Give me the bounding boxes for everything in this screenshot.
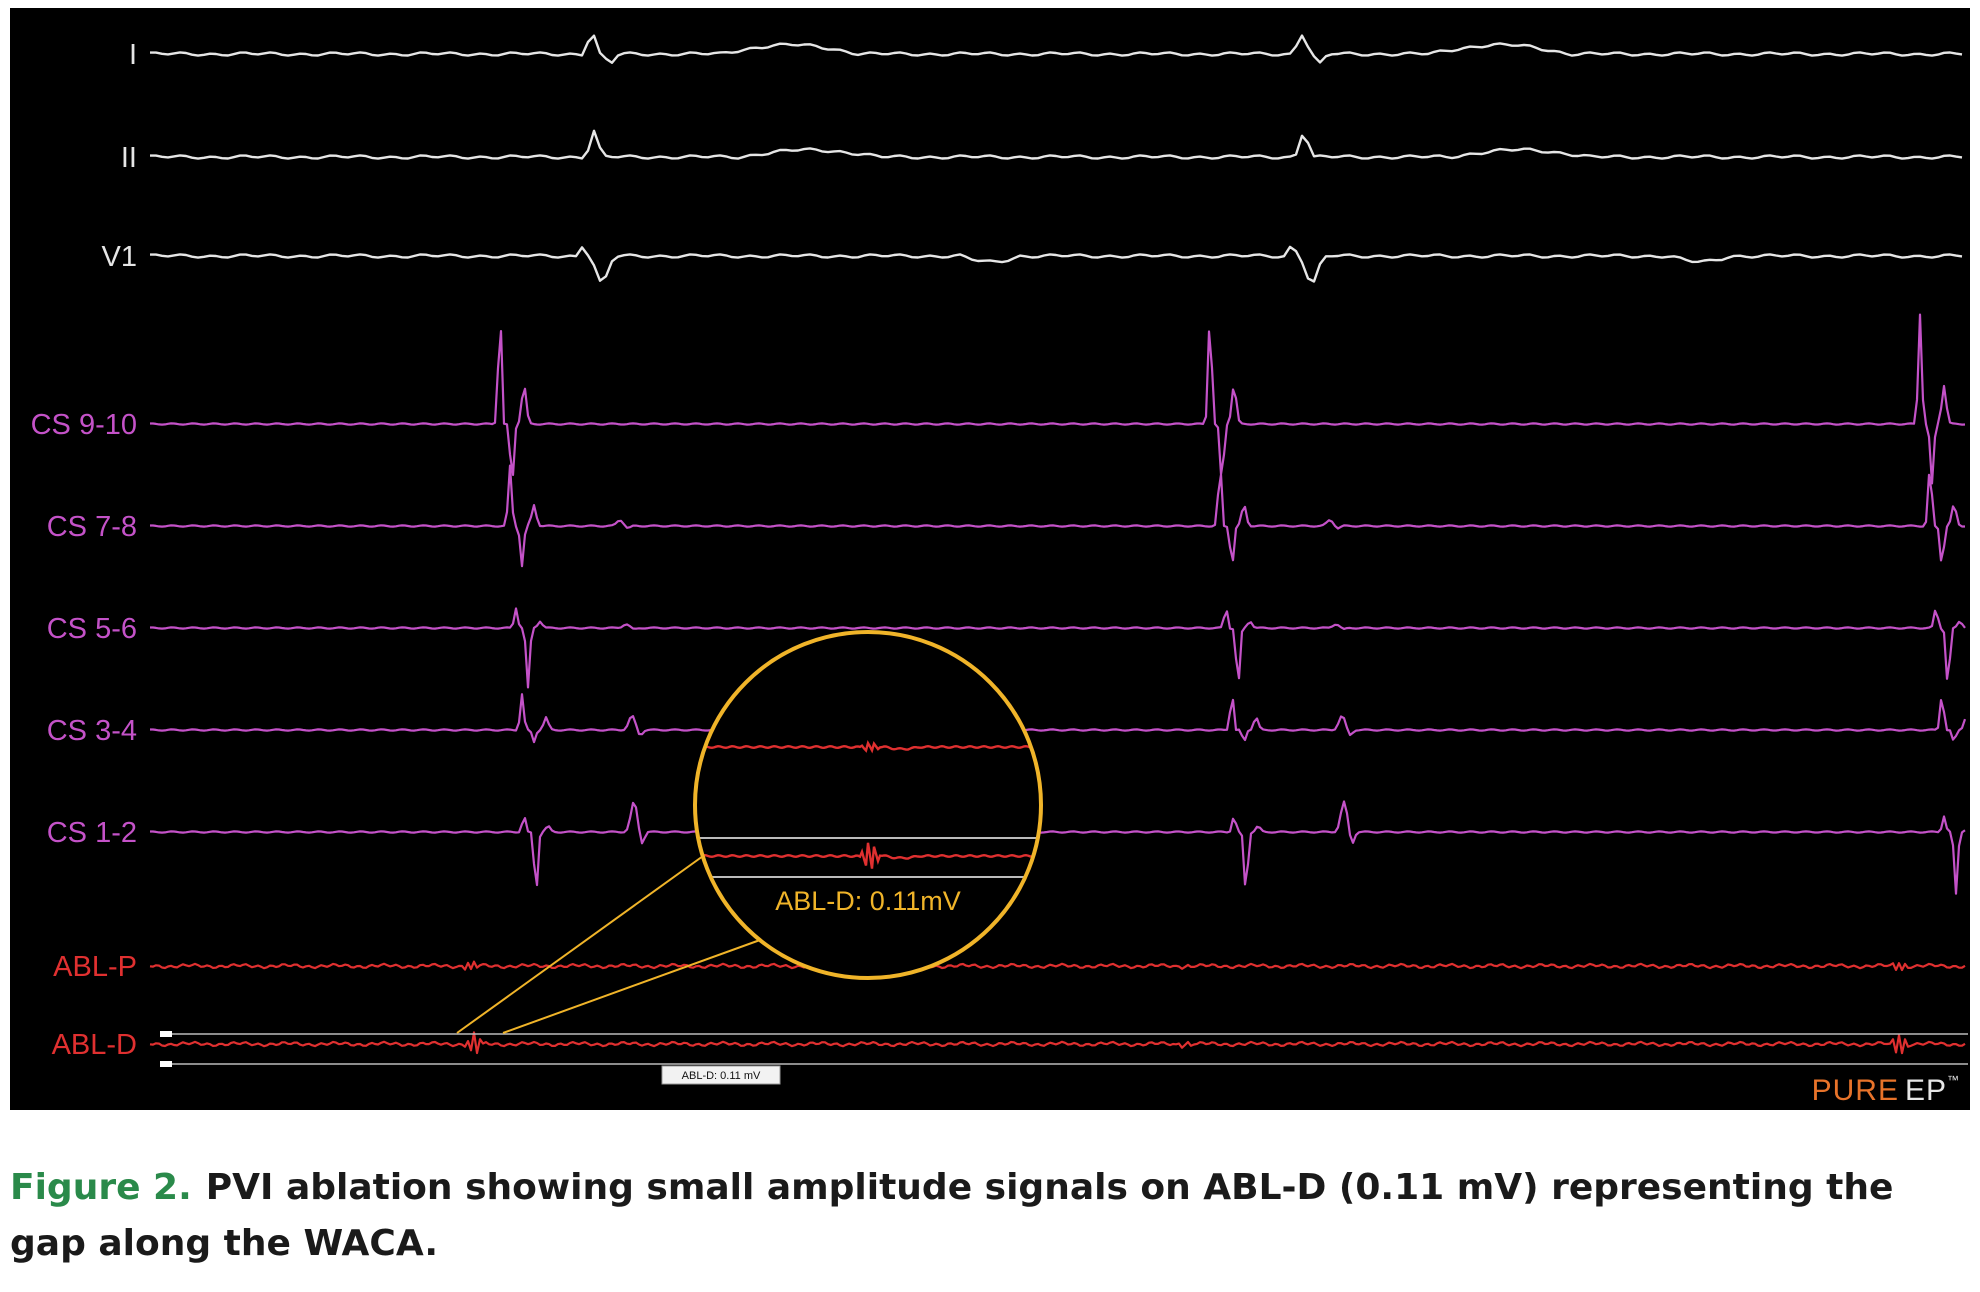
small-amplitude-label: ABL-D: 0.11 mV: [682, 1070, 761, 1082]
lead-label-cs78: CS 7-8: [47, 511, 137, 543]
trace-cs910: [150, 313, 1966, 485]
lead-label-cs910: CS 9-10: [31, 409, 137, 441]
zoom-circle-background: [695, 632, 1041, 978]
egm-figure: I II V1 CS 9-10 CS 7-8 CS 5-6 CS 3-4 CS 1-2 ABL-…: [10, 8, 1970, 1110]
lead-label-v1: V1: [102, 241, 137, 273]
ep-logo-text: EP: [1905, 1074, 1947, 1107]
zoom-amplitude-label: ABL-D: 0.11mV: [775, 886, 961, 916]
pure-ep-logo: PURE EP™: [1812, 1073, 1960, 1107]
trademark-symbol: ™: [1947, 1073, 1960, 1087]
trace-cs78: [150, 464, 1965, 568]
lead-label-i: I: [129, 39, 137, 71]
abl-d-lower-marker-tick: [160, 1061, 172, 1067]
trace-cs56: [150, 607, 1966, 689]
pure-logo-text: PURE: [1812, 1074, 1899, 1107]
lead-label-cs12: CS 1-2: [47, 817, 137, 849]
abl-d-upper-marker-tick: [160, 1031, 172, 1037]
zoom-circle-outline: [693, 630, 1043, 980]
trace-ablp: [149, 960, 1966, 972]
trace-v1: [150, 245, 1963, 283]
lead-label-ii: II: [121, 142, 137, 174]
figure-caption: Figure 2. PVI ablation showing small ampl…: [10, 1160, 1970, 1272]
zoom-abl-d-trace: [699, 842, 1040, 869]
trace-cs12: [150, 800, 1966, 895]
trace-i: [150, 34, 1963, 64]
zoom-connector-line-2: [502, 939, 761, 1034]
trace-cs34: [150, 693, 1967, 744]
trace-ii: [150, 129, 1963, 160]
zoom-abl-p-trace: [699, 739, 1040, 754]
caption-text: PVI ablation showing small amplitude sig…: [10, 1167, 1894, 1264]
lead-label-ablp: ABL-P: [53, 951, 137, 983]
lead-label-abld: ABL-D: [52, 1029, 137, 1061]
small-amplitude-box: [661, 1065, 781, 1085]
lead-label-cs34: CS 3-4: [47, 715, 137, 747]
trace-abld: [149, 1031, 1966, 1055]
lead-label-cs56: CS 5-6: [47, 613, 137, 645]
caption-label: Figure 2.: [10, 1167, 192, 1208]
zoom-connector-line-1: [456, 850, 711, 1034]
